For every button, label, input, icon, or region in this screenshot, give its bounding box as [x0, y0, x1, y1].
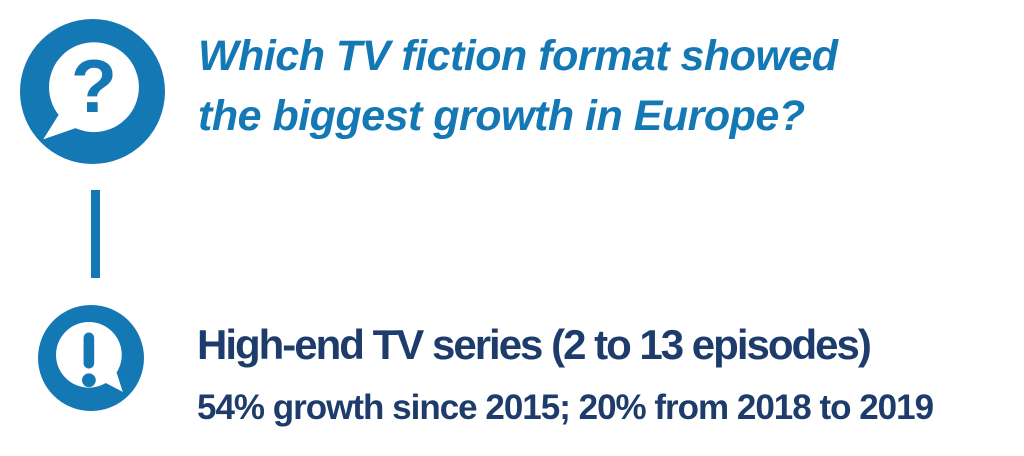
exclamation-bubble-icon	[38, 305, 144, 411]
question-text: Which TV fiction format showed the bigge…	[198, 26, 838, 146]
question-line-2: the biggest growth in Europe?	[198, 92, 805, 140]
svg-text:?: ?	[71, 44, 117, 128]
connector-line	[91, 190, 100, 278]
question-line-1: Which TV fiction format showed	[198, 32, 838, 80]
answer-title: High-end TV series (2 to 13 episodes)	[197, 321, 872, 368]
answer-detail: 54% growth since 2015; 20% from 2018 to …	[197, 388, 934, 427]
question-bubble-icon: ?	[20, 19, 165, 164]
